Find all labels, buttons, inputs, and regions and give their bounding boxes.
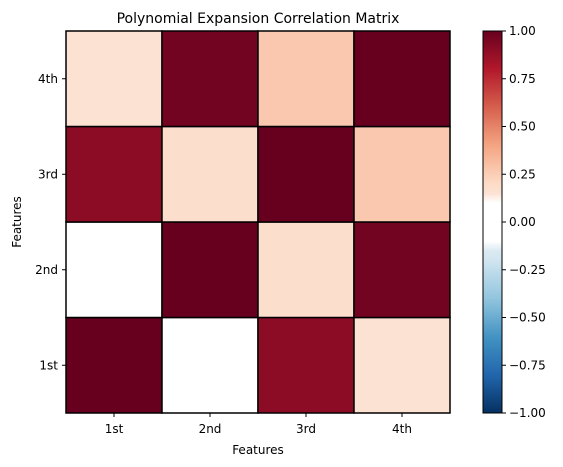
- colorbar: −1.00 −0.75 −0.50 −0.25 0.00 0.25 0.50 0.75 1.00: [482, 24, 546, 420]
- heatmap-cell-1st-2nd: [161, 316, 259, 414]
- plot-frame: [65, 30, 451, 414]
- colorbar-tick-label: −0.50: [509, 311, 546, 325]
- colorbar-scale: [482, 30, 503, 414]
- heatmap-cell-4th-2nd: [161, 30, 259, 128]
- y-tick-label: 4th: [38, 72, 58, 86]
- x-tick-label: 4th: [392, 422, 412, 436]
- heatmap-cell-2nd-3rd: [257, 221, 355, 319]
- y-axis: 1st 2nd 3rd 4th: [35, 72, 66, 372]
- heatmap-cell-4th-1st: [65, 30, 163, 128]
- heatmap-cell-4th-4th: [353, 30, 451, 128]
- colorbar-tick-label: 0.00: [509, 215, 536, 229]
- y-tick-label: 3rd: [38, 167, 58, 181]
- colorbar-tick-label: 0.25: [509, 167, 536, 181]
- heatmap-cell-2nd-4th: [353, 221, 451, 319]
- x-tick-label: 3rd: [296, 422, 316, 436]
- heatmap-cell-3rd-2nd: [161, 125, 259, 223]
- colorbar-tick-label: 0.50: [509, 120, 536, 134]
- heatmap-cell-2nd-2nd: [161, 221, 259, 319]
- colorbar-tick-label: 1.00: [509, 24, 536, 38]
- chart-title: Polynomial Expansion Correlation Matrix: [117, 11, 400, 27]
- heatmap-cell-3rd-4th: [353, 125, 451, 223]
- y-axis-label: Features: [10, 196, 24, 248]
- y-tick-label: 2nd: [35, 263, 58, 277]
- colorbar-tick-label: −0.25: [509, 263, 546, 277]
- x-axis-label: Features: [232, 443, 284, 457]
- x-tick-label: 2nd: [199, 422, 222, 436]
- heatmap-cell-1st-4th: [353, 316, 451, 414]
- y-tick-label: 1st: [39, 358, 58, 372]
- x-tick-label: 1st: [105, 422, 124, 436]
- heatmap-cell-1st-1st: [65, 316, 163, 414]
- heatmap-cell-2nd-1st: [65, 221, 163, 319]
- colorbar-tick-label: −0.75: [509, 358, 546, 372]
- heatmap-cell-1st-3rd: [257, 316, 355, 414]
- colorbar-tick-label: −1.00: [509, 406, 546, 420]
- heatmap-cell-4th-3rd: [257, 30, 355, 128]
- colorbar-tick-label: 0.75: [509, 72, 536, 86]
- heatmap-cell-3rd-3rd: [257, 125, 355, 223]
- heatmap-cells: [65, 30, 451, 414]
- heatmap-cell-3rd-1st: [65, 125, 163, 223]
- x-axis: 1st 2nd 3rd 4th: [105, 413, 412, 436]
